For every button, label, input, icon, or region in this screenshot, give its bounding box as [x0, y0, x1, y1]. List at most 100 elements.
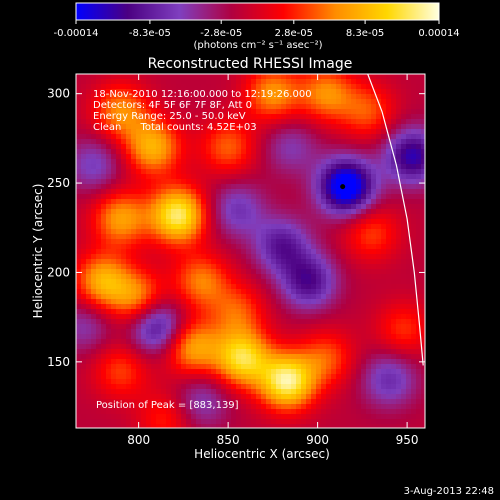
- heatmap-cell: [96, 389, 102, 395]
- heatmap-cell: [271, 89, 277, 95]
- heatmap-cell: [411, 389, 417, 395]
- heatmap-cell: [341, 89, 347, 95]
- heatmap-cell: [176, 329, 182, 335]
- heatmap-cell: [191, 204, 197, 210]
- heatmap-cell: [386, 259, 392, 265]
- heatmap-cell: [181, 184, 187, 190]
- heatmap-cell: [291, 394, 297, 400]
- heatmap-cell: [141, 319, 147, 325]
- heatmap-cell: [81, 344, 87, 350]
- heatmap-cell: [416, 204, 422, 210]
- heatmap-cell: [156, 294, 162, 300]
- heatmap-cell: [131, 199, 137, 205]
- heatmap-cell: [421, 364, 425, 370]
- heatmap-cell: [126, 424, 132, 428]
- heatmap-cell: [151, 334, 157, 340]
- heatmap-cell: [231, 379, 237, 385]
- heatmap-cell: [386, 94, 392, 100]
- heatmap-cell: [326, 124, 332, 130]
- heatmap-cell: [341, 164, 347, 170]
- heatmap-cell: [356, 329, 362, 335]
- heatmap-cell: [261, 84, 267, 90]
- heatmap-cell: [226, 159, 232, 165]
- heatmap-cell: [236, 374, 242, 380]
- heatmap-cell: [391, 164, 397, 170]
- heatmap-cell: [416, 254, 422, 260]
- heatmap-cell: [151, 329, 157, 335]
- heatmap-cell: [296, 389, 302, 395]
- heatmap-cell: [286, 154, 292, 160]
- heatmap-cell: [306, 139, 312, 145]
- heatmap-cell: [136, 224, 142, 230]
- heatmap-cell: [351, 139, 357, 145]
- heatmap-cell: [201, 349, 207, 355]
- heatmap-cell: [286, 139, 292, 145]
- heatmap-cell: [371, 94, 377, 100]
- heatmap-cell: [111, 209, 117, 215]
- heatmap-cell: [231, 424, 237, 428]
- heatmap-cell: [216, 214, 222, 220]
- heatmap-cell: [191, 144, 197, 150]
- heatmap-cell: [121, 374, 127, 380]
- heatmap-cell: [101, 164, 107, 170]
- heatmap-cell: [361, 224, 367, 230]
- heatmap-cell: [91, 304, 97, 310]
- heatmap-cell: [101, 184, 107, 190]
- heatmap-cell: [276, 144, 282, 150]
- heatmap-cell: [86, 129, 92, 135]
- heatmap-cell: [81, 144, 87, 150]
- heatmap-cell: [131, 424, 137, 428]
- heatmap-cell: [266, 414, 272, 420]
- heatmap-cell: [361, 344, 367, 350]
- heatmap-cell: [166, 294, 172, 300]
- heatmap-cell: [211, 179, 217, 185]
- heatmap-cell: [96, 359, 102, 365]
- heatmap-cell: [211, 224, 217, 230]
- heatmap-cell: [191, 274, 197, 280]
- heatmap-cell: [86, 294, 92, 300]
- heatmap-cell: [276, 124, 282, 130]
- heatmap-cell: [156, 179, 162, 185]
- heatmap-cell: [376, 364, 382, 370]
- heatmap-cell: [371, 224, 377, 230]
- heatmap-cell: [391, 369, 397, 375]
- heatmap-cell: [366, 234, 372, 240]
- heatmap-cell: [141, 224, 147, 230]
- heatmap-cell: [141, 129, 147, 135]
- heatmap-cell: [161, 309, 167, 315]
- heatmap-cell: [241, 369, 247, 375]
- heatmap-cell: [326, 169, 332, 175]
- heatmap-cell: [311, 384, 317, 390]
- heatmap-cell: [331, 324, 337, 330]
- heatmap-cell: [196, 294, 202, 300]
- heatmap-cell: [256, 419, 262, 425]
- heatmap-cell: [346, 339, 352, 345]
- heatmap-cell: [316, 309, 322, 315]
- heatmap-cell: [151, 84, 157, 90]
- heatmap-cell: [331, 374, 337, 380]
- heatmap-cell: [271, 414, 277, 420]
- heatmap-cell: [396, 134, 402, 140]
- heatmap-cell: [226, 134, 232, 140]
- heatmap-cell: [76, 139, 82, 145]
- heatmap-cell: [256, 184, 262, 190]
- heatmap-cell: [226, 154, 232, 160]
- heatmap-cell: [101, 134, 107, 140]
- heatmap-cell: [271, 324, 277, 330]
- heatmap-cell: [321, 369, 327, 375]
- heatmap-cell: [301, 244, 307, 250]
- heatmap-cell: [156, 289, 162, 295]
- heatmap-cell: [346, 154, 352, 160]
- heatmap-cell: [316, 209, 322, 215]
- heatmap-cell: [226, 274, 232, 280]
- heatmap-cell: [121, 269, 127, 275]
- heatmap-cell: [231, 269, 237, 275]
- heatmap-cell: [191, 164, 197, 170]
- heatmap-cell: [216, 74, 222, 80]
- heatmap-cell: [126, 154, 132, 160]
- heatmap-cell: [306, 304, 312, 310]
- heatmap-cell: [176, 354, 182, 360]
- heatmap-cell: [76, 399, 82, 405]
- heatmap-cell: [301, 269, 307, 275]
- heatmap-cell: [116, 234, 122, 240]
